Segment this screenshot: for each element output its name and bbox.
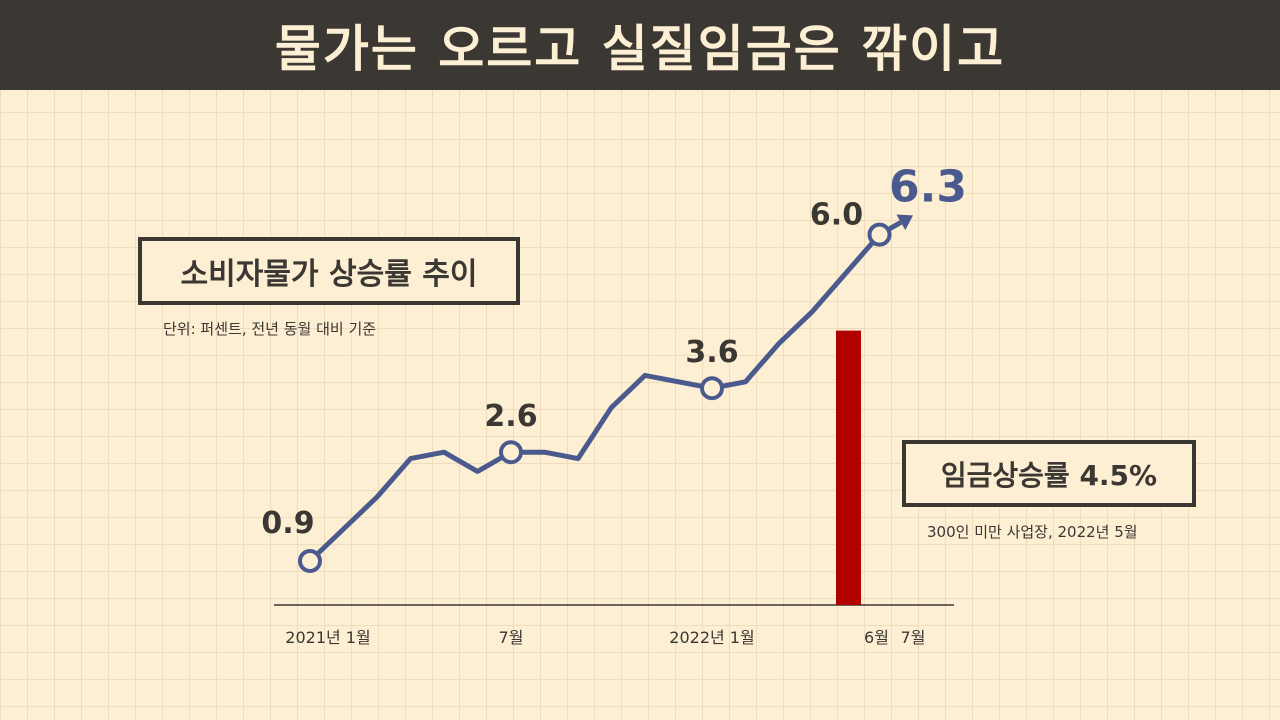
unit-note: 단위: 퍼센트, 전년 동월 대비 기준 (163, 320, 377, 338)
data-label: 3.6 (685, 335, 738, 370)
data-point (867, 222, 892, 247)
chart-title-box: 소비자물가 상승률 추이 (138, 237, 520, 305)
data-label: 0.9 (261, 506, 314, 541)
arrow-head (896, 214, 913, 231)
cpi-line (308, 220, 903, 563)
page-title: 물가는 오르고 실질임금은 깎이고 (274, 20, 1006, 78)
data-label: 6.0 (810, 198, 863, 233)
x-tick-label: 7월 (901, 628, 926, 647)
wage-box: 임금상승률 4.5% (902, 440, 1196, 507)
data-label: 2.6 (484, 399, 537, 434)
wage-title: 임금상승률 4.5% (940, 458, 1158, 492)
x-tick-label: 7월 (499, 628, 524, 647)
wage-note: 300인 미만 사업장, 2022년 5월 (927, 523, 1138, 541)
x-tick-label: 2022년 1월 (669, 628, 754, 647)
data-point (298, 549, 322, 573)
data-label: 6.3 (889, 161, 967, 212)
wage-bar (836, 330, 861, 605)
x-tick-label: 6월 (864, 628, 889, 647)
chart-title: 소비자물가 상승률 추이 (180, 257, 478, 292)
x-tick-label: 2021년 1월 (285, 628, 370, 647)
header: 물가는 오르고 실질임금은 깎이고 (0, 0, 1280, 90)
data-point (499, 440, 523, 465)
data-point (700, 376, 724, 401)
